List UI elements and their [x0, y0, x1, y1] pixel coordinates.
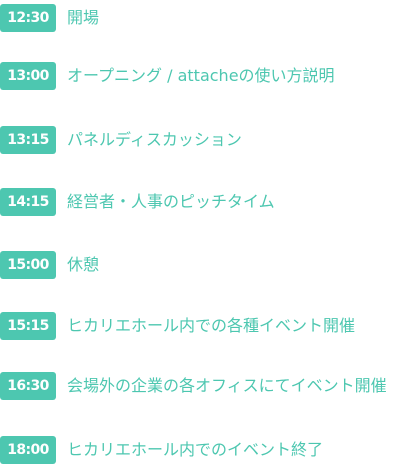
event-title: ヒカリエホール内でのイベント終了 — [67, 440, 324, 459]
event-title: 開場 — [67, 8, 100, 27]
time-badge: 16:30 — [0, 372, 56, 400]
schedule-row: 15:00 休憩 — [0, 251, 99, 279]
time-badge: 13:00 — [0, 62, 56, 90]
event-title: パネルディスカッション — [67, 130, 242, 149]
schedule-row: 13:00 オープニング / attacheの使い方説明 — [0, 62, 335, 90]
time-badge: 14:15 — [0, 188, 56, 216]
schedule-row: 15:15 ヒカリエホール内での各種イベント開催 — [0, 312, 355, 340]
schedule-row: 16:30 会場外の企業の各オフィスにてイベント開催 — [0, 372, 387, 400]
event-title: 経営者・人事のピッチタイム — [67, 192, 275, 211]
time-badge: 12:30 — [0, 4, 56, 32]
event-title: ヒカリエホール内での各種イベント開催 — [67, 316, 356, 335]
schedule-row: 12:30 開場 — [0, 4, 99, 32]
time-badge: 18:00 — [0, 436, 56, 464]
schedule-row: 18:00 ヒカリエホール内でのイベント終了 — [0, 436, 323, 464]
event-title: 会場外の企業の各オフィスにてイベント開催 — [67, 376, 387, 395]
schedule-row: 13:15 パネルディスカッション — [0, 126, 242, 154]
time-badge: 13:15 — [0, 126, 56, 154]
time-badge: 15:00 — [0, 251, 56, 279]
time-badge: 15:15 — [0, 312, 56, 340]
event-title: 休憩 — [67, 255, 100, 274]
event-title: オープニング / attacheの使い方説明 — [67, 66, 335, 85]
schedule-row: 14:15 経営者・人事のピッチタイム — [0, 188, 275, 216]
